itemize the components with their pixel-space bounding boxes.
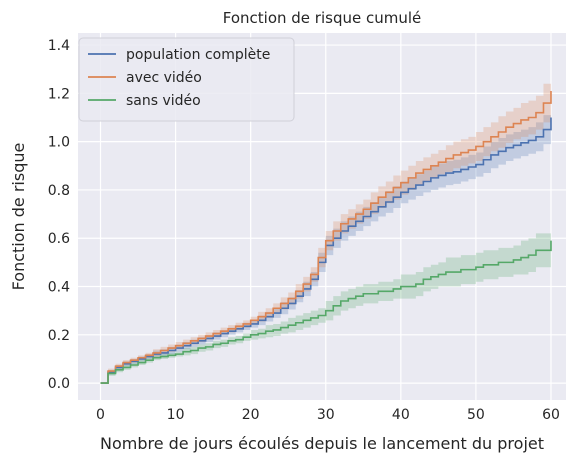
y-tick-label: 1.4 — [48, 38, 70, 54]
y-tick-label: 0.2 — [48, 328, 70, 344]
series-line-3 — [100, 240, 552, 384]
y-tick-label: 0.8 — [48, 183, 70, 199]
series-lines — [100, 90, 552, 384]
legend-label: sans vidéo — [126, 93, 201, 109]
legend-label: population complète — [126, 47, 270, 63]
y-axis-ticks: 0.0 0.2 0.4 0.6 0.8 1.0 1.2 1.4 — [48, 38, 70, 392]
chart-title: Fonction de risque cumulé — [223, 9, 422, 27]
legend-label: avec vidéo — [126, 70, 202, 86]
y-tick-label: 1.2 — [48, 86, 70, 102]
x-axis-label: Nombre de jours écoulés depuis le lancem… — [100, 434, 544, 453]
legend: population complète avec vidéo sans vidéo — [78, 37, 295, 122]
x-axis-ticks: 0 10 20 30 40 50 60 — [96, 407, 560, 423]
x-tick-label: 10 — [167, 407, 185, 423]
y-tick-label: 1.0 — [48, 135, 70, 151]
x-tick-label: 30 — [317, 407, 335, 423]
x-tick-label: 20 — [242, 407, 260, 423]
x-tick-label: 60 — [542, 407, 560, 423]
y-tick-label: 0.0 — [48, 376, 70, 392]
x-tick-label: 0 — [96, 407, 105, 423]
series-line-2 — [100, 90, 552, 384]
legend-box — [78, 37, 295, 122]
x-tick-label: 40 — [392, 407, 410, 423]
y-tick-label: 0.6 — [48, 231, 70, 247]
x-tick-label: 50 — [467, 407, 485, 423]
y-tick-label: 0.4 — [48, 280, 70, 296]
y-axis-label: Fonction de risque — [9, 143, 28, 291]
